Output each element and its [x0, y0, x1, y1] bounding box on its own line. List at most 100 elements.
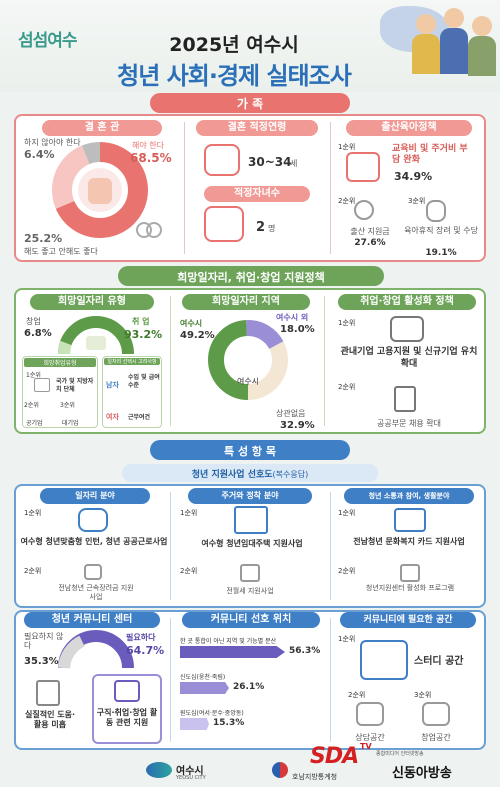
location-bar — [180, 718, 209, 730]
counsel-icon — [356, 702, 384, 726]
reason-yes-box — [92, 674, 162, 744]
jobtype-heading: 희망일자리 유형 — [30, 294, 154, 310]
policy-third-value: 19.1% — [425, 248, 457, 258]
pref-1: 국가 및 지방자치 단체 — [56, 378, 94, 393]
col2-item2: 전월세 지원사업 — [226, 587, 274, 595]
children-value: 2 — [256, 220, 266, 235]
marriage-shouldnot-value: 6.4% — [24, 148, 55, 161]
space-rank2: 2순위 — [348, 691, 366, 699]
section-special-band — [150, 440, 350, 460]
desk-icon — [114, 680, 140, 702]
couple-icon — [88, 178, 112, 204]
col3-heading: 청년 소통과 참여, 생활분야 — [344, 488, 474, 504]
job-policy-second: 공공부문 채용 확대 — [377, 419, 441, 428]
employ-label: 취 업 — [132, 317, 150, 326]
center-need-label: 필요하다 — [126, 633, 156, 642]
location-bar-label: 원도심(여서·문수·중앙동) — [180, 710, 244, 717]
crit-box — [102, 356, 162, 428]
marriage-either-value: 25.2% — [24, 232, 63, 245]
youth-illustration — [410, 4, 498, 88]
handshake-icon — [390, 316, 424, 342]
location-heading: 커뮤니티 선호 위치 — [182, 612, 320, 628]
center-notneed-label: 필요하지 않다 — [24, 632, 64, 650]
footer — [0, 752, 500, 787]
main-title: 청년 사회·경제 실태조사 — [117, 62, 352, 90]
section-jobs-band — [118, 266, 384, 286]
policy-rank3: 3순위 — [408, 197, 426, 205]
space-item1: 스터디 공간 — [414, 656, 464, 667]
marriage-should-label: 해야 한다 — [132, 141, 164, 150]
header: 섬섬여수 2025년 여수시 청년 사회·경제 실태조사 — [0, 0, 500, 92]
startup-space-icon — [422, 702, 450, 726]
center-notneed-arc — [58, 635, 85, 669]
center-need-value: 64.7% — [126, 644, 165, 657]
region-center: 여수시 — [236, 377, 260, 386]
col1-item1: 여수형 청년맞춤형 인턴, 청년 공공근로사업 — [20, 537, 168, 546]
section-special-title: 특 성 항 목 — [224, 445, 276, 458]
section-family-title: 가 족 — [236, 97, 264, 111]
brand-logo: 섬섬여수 — [18, 31, 78, 51]
col1-rank2: 2순위 — [24, 567, 42, 575]
footer-city: 여수시 — [176, 766, 204, 777]
col2-rank1: 1순위 — [180, 509, 198, 517]
team-icon — [78, 508, 108, 532]
job-policy-heading: 취업·창업 활성화 정책 — [338, 294, 476, 310]
center-reason-no: 실질적인 도움·활용 미흡 — [25, 710, 75, 729]
location-bar-label: 한 곳 통합이 아닌 지역 및 기능별 분산 — [180, 638, 277, 645]
clipboard-icon — [36, 680, 60, 706]
region-none-value: 32.9% — [280, 420, 315, 431]
yeosu-logo-icon — [146, 762, 172, 778]
document-icon — [394, 386, 416, 412]
year-title: 2025년 여수시 — [169, 34, 299, 56]
startup-label: 창업 — [26, 317, 41, 326]
col2-rank2: 2순위 — [180, 567, 198, 575]
policy-third-label: 육아휴직 장려 및 수당 — [404, 226, 478, 235]
region-outside-value: 18.0% — [280, 324, 315, 335]
sda-logo: SDA — [310, 744, 359, 769]
age-value: 30~34 — [248, 155, 292, 169]
birth-policy-heading: 출산육아정책 — [346, 120, 472, 136]
center-notneed-value: 35.3% — [24, 656, 59, 667]
marriage-heading: 결 혼 관 — [42, 120, 162, 136]
center-reason-yes: 구직·취업·창업 활동 관련 지원 — [96, 708, 158, 727]
study-group-icon — [360, 640, 408, 680]
preference-subtitle: 청년 지원사업 선호도 — [191, 470, 273, 480]
center-building-icon — [400, 564, 420, 582]
policy-second-value: 27.6% — [354, 238, 386, 248]
house-icon — [240, 564, 260, 582]
policy-first-value: 34.9% — [394, 170, 433, 183]
location-bar-value: 15.3% — [213, 718, 245, 728]
location-bar-value: 26.1% — [233, 682, 265, 692]
couple-heart-icon — [204, 144, 240, 176]
crit-2-gender: 여자 — [106, 413, 119, 421]
stat-office-logo-icon — [272, 762, 288, 778]
region-yeosu-value: 49.2% — [180, 330, 215, 341]
center-heading: 청년 커뮤니티 센터 — [24, 612, 160, 628]
location-bar — [180, 682, 229, 694]
pref-title: 희망취업유형 — [24, 358, 96, 367]
age-heading: 결혼 적정연령 — [196, 120, 318, 136]
policy-second-label: 출산 지원금 — [350, 227, 390, 236]
broadcaster-name: 신동아방송 — [392, 766, 452, 781]
location-bar — [180, 646, 285, 658]
jobtype-employ-arc — [58, 316, 134, 355]
pref-rank3: 3순위 — [60, 402, 75, 409]
space-heading: 커뮤니티에 필요한 공간 — [340, 612, 476, 628]
age-unit: 세 — [290, 159, 298, 168]
job-policy-first: 관내기업 고용지원 및 신규기업 유치 확대 — [340, 347, 478, 369]
col1-rank1: 1순위 — [24, 509, 42, 517]
location-bar-value: 56.3% — [289, 646, 321, 656]
marriage-shouldnot-label: 하지 않아야 한다 — [24, 138, 81, 147]
pref-rank2: 2순위 — [24, 402, 39, 409]
marriage-slice-shouldnot — [52, 142, 148, 238]
region-slice-outside — [208, 320, 288, 400]
sda-tv: TV — [360, 742, 372, 751]
family-icon — [204, 206, 244, 242]
crit-1-gender: 남자 — [106, 381, 119, 389]
marriage-slice-either — [52, 142, 148, 238]
crit-1: 수입 및 급여수준 — [128, 374, 160, 389]
sda-sub: 종합미디어 인터넷방송 — [376, 751, 424, 757]
region-slice-none — [208, 320, 288, 400]
job-policy-rank1: 1순위 — [338, 319, 356, 327]
